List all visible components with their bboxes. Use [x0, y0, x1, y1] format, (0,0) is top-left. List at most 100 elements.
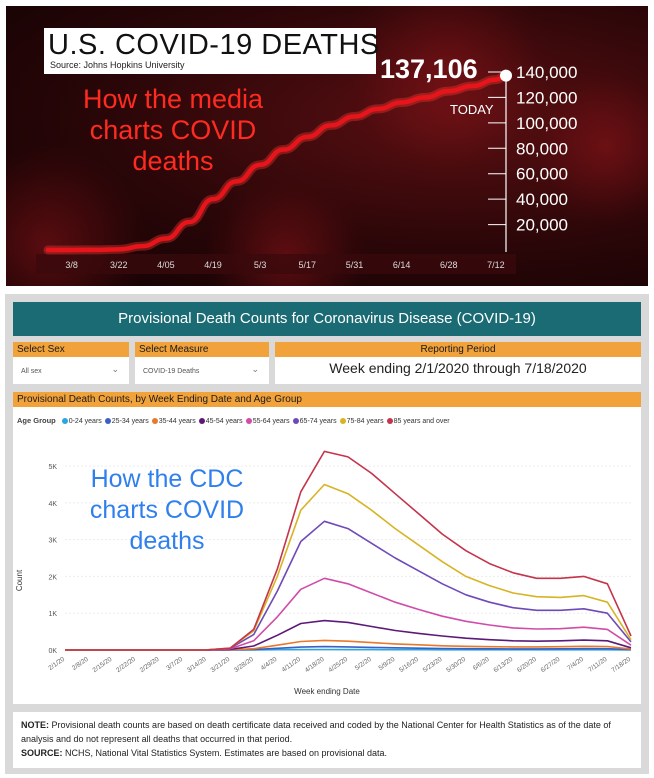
legend-swatch: [151, 418, 158, 424]
note-text: Provisional death counts are based on de…: [21, 720, 611, 744]
legend-item[interactable]: 85 years and over: [386, 418, 450, 425]
legend-item[interactable]: 35-44 years: [151, 418, 196, 425]
x-axis-label: Week ending Date: [294, 687, 360, 696]
y-tick-label: 20,000: [516, 216, 568, 235]
virus-decoration: [526, 66, 648, 226]
sex-filter-value[interactable]: All sex: [21, 368, 42, 375]
media-title-box: U.S. COVID-19 DEATHS Source: Johns Hopki…: [44, 28, 379, 74]
x-tick-label: 4/11/20: [281, 656, 303, 674]
x-tick-label: 5/9/20: [377, 656, 396, 672]
legend-swatch: [292, 418, 299, 424]
media-chart-source: Source: Johns Hopkins University: [50, 60, 185, 70]
series-line-45-54-years: [65, 619, 632, 651]
cdc-chart-title: Provisional Death Counts, by Week Ending…: [13, 392, 641, 407]
x-tick-label: 3/28/20: [233, 656, 255, 674]
x-tick-label: 5/30/20: [445, 656, 467, 674]
x-tick-label: 5/2/20: [354, 656, 373, 672]
y-tick-label: 40,000: [516, 190, 568, 209]
x-tick-label: 3/21/20: [209, 656, 231, 674]
legend-item[interactable]: 65-74 years: [292, 418, 337, 425]
legend-swatch: [386, 418, 393, 424]
x-tick-label: 6/27/20: [540, 656, 562, 674]
x-tick-label: 2/8/20: [71, 656, 90, 672]
y-tick-label: 80,000: [516, 139, 568, 158]
chevron-down-icon[interactable]: ⌄: [111, 364, 119, 374]
y-tick-label: 4K: [48, 501, 57, 508]
x-tick-label: 7/4/20: [566, 656, 585, 672]
cdc-annotation: How the CDC charts COVID deaths: [89, 465, 245, 555]
x-tick-label: 7/18/20: [610, 656, 632, 674]
x-tick-label: 3/8: [65, 260, 78, 270]
x-tick-label: 4/18/20: [304, 656, 326, 674]
x-tick-label: 2/15/20: [92, 656, 114, 674]
legend-item[interactable]: 45-54 years: [198, 418, 243, 425]
x-tick-label: 6/20/20: [516, 656, 538, 674]
cdc-chart-box: Provisional Death Counts, by Week Ending…: [13, 392, 641, 704]
x-tick-label: 5/23/20: [422, 656, 444, 674]
note-label: NOTE:: [21, 720, 49, 730]
x-tick-label: 6/13/20: [492, 656, 514, 674]
cdc-line-chart: 0K 1K 2K 3K 4K 5K 2/1/20 2/8/20 2/15/20 2/22/20 2/…: [47, 450, 632, 674]
legend-swatch: [104, 418, 111, 424]
media-line-chart: 20,000 40,000 60,000 80,000 100,000 120,000 14…: [36, 63, 577, 274]
x-tick-label: 5/31: [346, 260, 364, 270]
legend-label: 65-74 years: [299, 418, 337, 425]
legend-label: 75-84 years: [346, 418, 384, 425]
media-annotation: How the media charts COVID deaths: [82, 84, 264, 176]
x-tick-label: 4/05: [157, 260, 175, 270]
source-text: NCHS, National Vital Statistics System. …: [62, 748, 387, 758]
legend-title: Age Group: [17, 416, 56, 425]
period-filter-label: Reporting Period: [275, 342, 641, 357]
y-tick-label: 5K: [48, 464, 57, 471]
x-tick-label: 6/28: [440, 260, 458, 270]
legend-swatch: [198, 418, 205, 424]
x-tick-label: 5/17: [299, 260, 317, 270]
legend-item[interactable]: 0-24 years: [61, 418, 102, 425]
y-tick-label: 0K: [48, 648, 57, 655]
measure-filter-label: Select Measure: [135, 342, 269, 357]
x-axis-strip: [36, 254, 516, 274]
legend-swatch: [245, 418, 252, 424]
measure-filter[interactable]: Select Measure COVID-19 Deaths ⌄: [135, 342, 269, 384]
legend-label: 55-64 years: [252, 418, 290, 425]
series-line-55-64-years: [65, 577, 632, 651]
current-value-label: 137,106: [380, 54, 478, 84]
x-tick-label: 7/12: [487, 260, 505, 270]
chart-legend: Age Group 0-24 years 25-34 years 35-44 yea…: [17, 416, 453, 425]
x-tick-label: 3/14/20: [186, 656, 208, 674]
x-tick-label: 2/29/20: [139, 656, 161, 674]
legend-swatch: [339, 418, 346, 424]
x-tick-label: 5/16/20: [398, 656, 420, 674]
today-label: TODAY: [450, 102, 494, 117]
x-tick-label: 7/11/20: [587, 656, 609, 674]
x-tick-label: 4/4/20: [260, 656, 279, 672]
dashboard-header: Provisional Death Counts for Coronavirus…: [13, 302, 641, 336]
measure-filter-value[interactable]: COVID-19 Deaths: [143, 368, 200, 375]
x-tick-label: 6/14: [393, 260, 411, 270]
y-tick-label: 140,000: [516, 63, 577, 82]
source-label: SOURCE:: [21, 748, 63, 758]
media-chart-title: U.S. COVID-19 DEATHS: [48, 29, 380, 61]
legend-label: 25-34 years: [111, 418, 149, 425]
legend-item[interactable]: 75-84 years: [339, 418, 384, 425]
legend-item[interactable]: 25-34 years: [104, 418, 149, 425]
sex-filter-label: Select Sex: [13, 342, 129, 357]
legend-label: 45-54 years: [205, 418, 243, 425]
legend-label: 0-24 years: [68, 418, 102, 425]
y-tick-label: 100,000: [516, 114, 577, 133]
y-axis-label: Count: [15, 569, 25, 592]
legend-label: 85 years and over: [393, 418, 450, 425]
legend-swatch: [61, 418, 68, 424]
y-tick-label: 120,000: [516, 88, 577, 107]
legend-item[interactable]: 55-64 years: [245, 418, 290, 425]
chevron-down-icon[interactable]: ⌄: [251, 364, 259, 374]
x-tick-label: 6/6/20: [472, 656, 491, 672]
cdc-dashboard-panel: Provisional Death Counts for Coronavirus…: [5, 294, 649, 774]
period-filter: Reporting Period Week ending 2/1/2020 th…: [275, 342, 641, 384]
sex-filter[interactable]: Select Sex All sex ⌄: [13, 342, 129, 384]
x-tick-label: 4/25/20: [327, 656, 349, 674]
highlight-point: [500, 69, 512, 82]
x-tick-label: 2/1/20: [47, 656, 66, 672]
x-tick-label: 4/19: [204, 260, 222, 270]
x-tick-label: 5/3: [254, 260, 267, 270]
